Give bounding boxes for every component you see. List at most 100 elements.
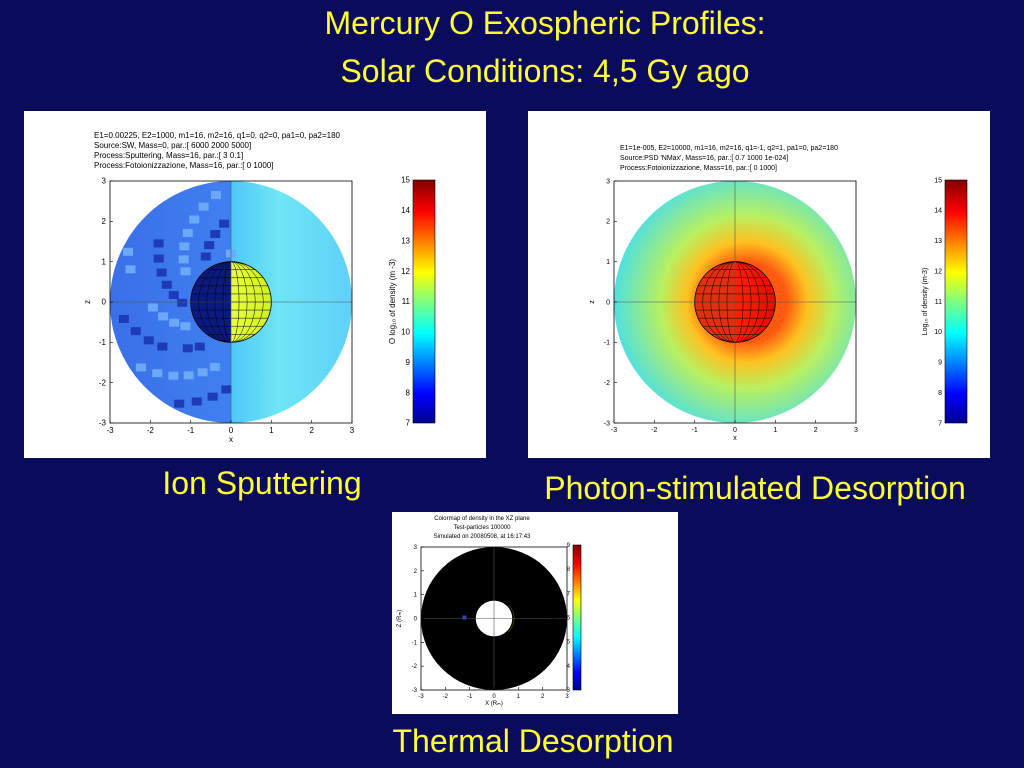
figure: E1=1e-005, E2=10000, m1=16, m2=16, q1=-1…: [528, 111, 990, 458]
colorbar-label: Log₁₀ of density (m-3): [922, 268, 929, 336]
density-cell: [178, 255, 189, 264]
density-cell: [191, 397, 202, 406]
figure-header-line: E1=0.00225, E2=1000, m1=16, m2=16, q1=0,…: [94, 131, 341, 140]
density-cell: [200, 252, 211, 261]
colorbar-tick-label: 11: [402, 297, 411, 306]
x-tick-label: 3: [854, 427, 858, 434]
panel-caption: Thermal Desorption: [393, 723, 674, 759]
colorbar-tick-label: 7: [938, 420, 942, 427]
density-cell: [221, 385, 232, 394]
y-tick-label: 2: [102, 217, 107, 226]
y-tick-label: 0: [414, 617, 418, 623]
density-cell: [182, 344, 193, 353]
y-tick-label: -2: [412, 664, 418, 670]
density-cell: [156, 268, 167, 277]
density-cell: [125, 265, 136, 274]
density-cell: [197, 368, 208, 377]
figure-header-line: Colormap of density in the XZ plane: [434, 516, 530, 522]
y-tick-label: 0: [606, 299, 610, 306]
density-cell: [174, 399, 185, 408]
colorbar-label: Integral Density (m⁻³): [551, 589, 557, 647]
x-tick-label: -3: [418, 694, 424, 700]
figure: E1=0.00225, E2=1000, m1=16, m2=16, q1=0,…: [24, 111, 486, 458]
y-tick-label: 3: [102, 177, 107, 186]
density-cell: [143, 336, 154, 345]
x-tick-label: 0: [229, 426, 234, 435]
density-cell: [189, 215, 200, 224]
colorbar-tick-label: 13: [934, 238, 942, 245]
panel-caption: Ion Sputtering: [162, 465, 361, 501]
density-cell: [182, 228, 193, 237]
y-tick-label: -2: [99, 378, 107, 387]
density-cell: [219, 219, 230, 228]
y-tick-label: 0: [102, 298, 107, 307]
figure: Colormap of density in the XZ plane Test-…: [392, 512, 678, 714]
colorbar: [412, 179, 436, 424]
density-cell: [209, 362, 220, 371]
figure-header-line: E1=1e-005, E2=10000, m1=16, m2=16, q1=-1…: [620, 145, 838, 152]
x-tick-label: -1: [692, 427, 698, 434]
y-tick-label: -3: [412, 688, 418, 694]
colorbar-tick-label: 14: [401, 206, 410, 215]
density-cell: [198, 202, 209, 211]
y-axis-label: Z (Rₘ): [397, 610, 403, 627]
colorbar-tick-label: 4: [567, 664, 571, 670]
colorbar-tick-label: 10: [401, 328, 410, 337]
x-tick-label: -3: [611, 427, 617, 434]
density-cell: [204, 241, 215, 250]
x-tick-label: -1: [467, 694, 473, 700]
y-tick-label: -1: [99, 338, 107, 347]
density-cell: [177, 298, 188, 307]
density-speck: [462, 615, 467, 620]
density-cell: [158, 312, 169, 321]
figure-header-line: Simulated on 20080508, at 16:17:43: [434, 534, 531, 540]
density-cell: [168, 371, 179, 380]
slide-title-line: Solar Conditions: 4,5 Gy ago: [340, 53, 749, 89]
colorbar-tick-label: 9: [406, 358, 411, 367]
density-cell: [180, 322, 191, 331]
figure-header-line: Process:Fotoionizzazione, Mass=16, par.:…: [620, 165, 777, 172]
density-cell: [207, 392, 218, 401]
colorbar-tick-label: 15: [401, 176, 410, 185]
colorbar-tick-label: 5: [567, 640, 571, 646]
density-cell: [153, 254, 164, 263]
y-tick-label: 1: [606, 259, 610, 266]
density-cell: [210, 230, 221, 239]
figure-header-line: Source:PSD 'NMax', Mass=16, par.:[ 0.7 1…: [620, 155, 788, 162]
y-tick-label: 2: [414, 569, 418, 575]
density-cell: [210, 190, 221, 199]
x-tick-label: 2: [541, 694, 545, 700]
density-cell: [123, 247, 134, 256]
y-tick-label: 1: [414, 593, 418, 599]
density-cell: [135, 363, 146, 372]
density-cell: [179, 242, 190, 251]
colorbar-tick-label: 8: [567, 567, 571, 573]
x-tick-label: 2: [814, 427, 818, 434]
figure-header-line: Process:Sputtering, Mass=16, par.:[ 3 0.…: [94, 151, 243, 160]
y-tick-label: 2: [606, 219, 610, 226]
figure-header-line: Test-particles 100000: [453, 525, 511, 531]
colorbar-tick-label: 11: [935, 299, 942, 306]
colorbar-tick-label: 8: [938, 390, 942, 397]
colorbar-tick-label: 8: [406, 388, 411, 397]
colorbar-tick-label: 12: [934, 268, 942, 275]
colorbar-tick-label: 10: [934, 329, 942, 336]
slide-title-line: Mercury O Exospheric Profiles:: [324, 5, 765, 41]
density-cell: [183, 371, 194, 380]
x-axis-label: x: [733, 435, 737, 442]
density-cell: [161, 280, 172, 289]
density-cell: [147, 303, 158, 312]
density-cell: [152, 369, 163, 378]
colorbar-tick-label: 7: [567, 591, 571, 597]
colorbar-tick-label: 6: [567, 616, 571, 622]
colorbar: [572, 544, 582, 691]
colorbar-tick-label: 9: [938, 360, 942, 367]
colorbar-tick-label: 12: [401, 267, 410, 276]
x-axis-label: X (Rₘ): [485, 701, 503, 707]
y-tick-label: -1: [412, 640, 418, 646]
colorbar-tick-label: 7: [406, 419, 411, 428]
figure-header-line: Process:Fotoionizzazione, Mass=16, par.:…: [94, 161, 273, 170]
